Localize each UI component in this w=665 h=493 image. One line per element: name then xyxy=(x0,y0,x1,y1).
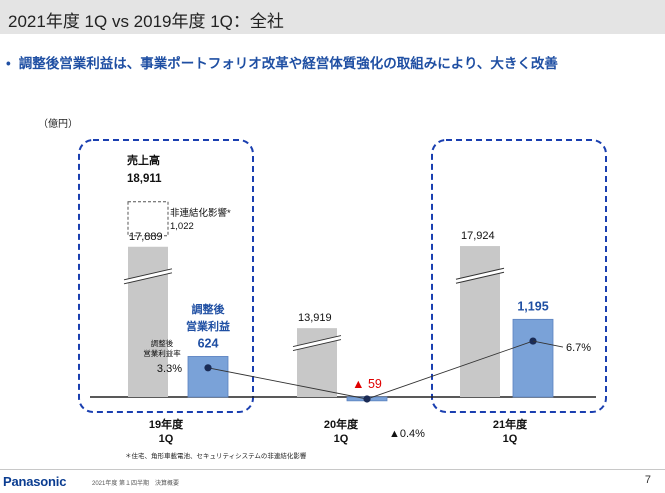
category-label: 20年度 xyxy=(324,417,359,431)
rate-legend-label-2: 営業利益率 xyxy=(143,348,181,358)
axis-break-line xyxy=(292,335,342,348)
rate-leader xyxy=(532,340,564,348)
headline: • 調整後営業利益は、事業ポートフォリオ改革や経営体質強化の取組みにより、大きく改… xyxy=(6,52,558,72)
footer-note: 2021年度 第１四半期 決算概要 xyxy=(92,481,180,487)
title-bar xyxy=(0,0,665,34)
profit-value-label: 1,195 xyxy=(517,299,548,313)
category-label: 19年度 xyxy=(149,417,184,431)
sales-value-label: 17,889 xyxy=(129,231,163,243)
category-label: 1Q xyxy=(503,433,518,445)
page-number: 7 xyxy=(644,474,651,486)
profit-value-label: 624 xyxy=(198,336,219,350)
axis-break-mark xyxy=(456,268,504,284)
category-label: 1Q xyxy=(334,433,349,445)
chart-footnote: ＊住宅、角形車載電池、セキュリティシステムの非連結化影響 xyxy=(125,451,307,460)
rate-point xyxy=(363,395,371,403)
deconsolidation-value: 1,022 xyxy=(170,221,194,232)
panasonic-logo: Panasonic xyxy=(3,474,67,489)
category-label: 1Q xyxy=(159,433,174,445)
profit-legend-label-2: 営業利益 xyxy=(186,319,230,333)
headline-bullet: • xyxy=(6,56,11,71)
sales-value-label: 17,924 xyxy=(461,230,495,242)
rate-value-label: 3.3% xyxy=(157,363,182,375)
profit-legend-label-1: 調整後 xyxy=(192,302,226,316)
profit-value-label: ▲ 59 xyxy=(352,377,382,391)
deconsolidation-label: 非連結化影響* xyxy=(170,207,231,219)
sales-total-label: 18,911 xyxy=(127,173,162,185)
deconsolidation-box xyxy=(127,201,169,237)
sales-value-label: 13,919 xyxy=(298,312,332,324)
axis-break-mark xyxy=(124,268,172,284)
axis-break-line xyxy=(292,339,342,352)
axis-break-mark xyxy=(293,335,341,351)
highlight-box-19 xyxy=(78,139,254,413)
page-title: 2021年度 1Q vs 2019年度 1Q：全社 xyxy=(8,12,284,31)
headline-text: 調整後営業利益は、事業ポートフォリオ改革や経営体質強化の取組みにより、大きく改善 xyxy=(18,56,558,71)
profit-bar xyxy=(512,318,554,398)
rate-value-label: ▲0.4% xyxy=(389,428,425,440)
footer-divider xyxy=(0,469,665,470)
axis-break-line xyxy=(123,268,173,281)
axis-break-line xyxy=(455,267,505,280)
profit-bar xyxy=(187,356,229,398)
category-label: 21年度 xyxy=(493,417,528,431)
rate-legend-label-1: 調整後 xyxy=(151,338,174,348)
axis-break-line xyxy=(123,272,173,285)
unit-label: （億円） xyxy=(38,119,78,130)
axis-break-line xyxy=(455,271,505,284)
sales-legend-label: 売上高 xyxy=(127,153,160,167)
rate-point xyxy=(204,364,212,372)
sales-bar xyxy=(460,246,500,397)
rate-value-label: 6.7% xyxy=(566,342,591,354)
highlight-box-21 xyxy=(431,139,607,413)
